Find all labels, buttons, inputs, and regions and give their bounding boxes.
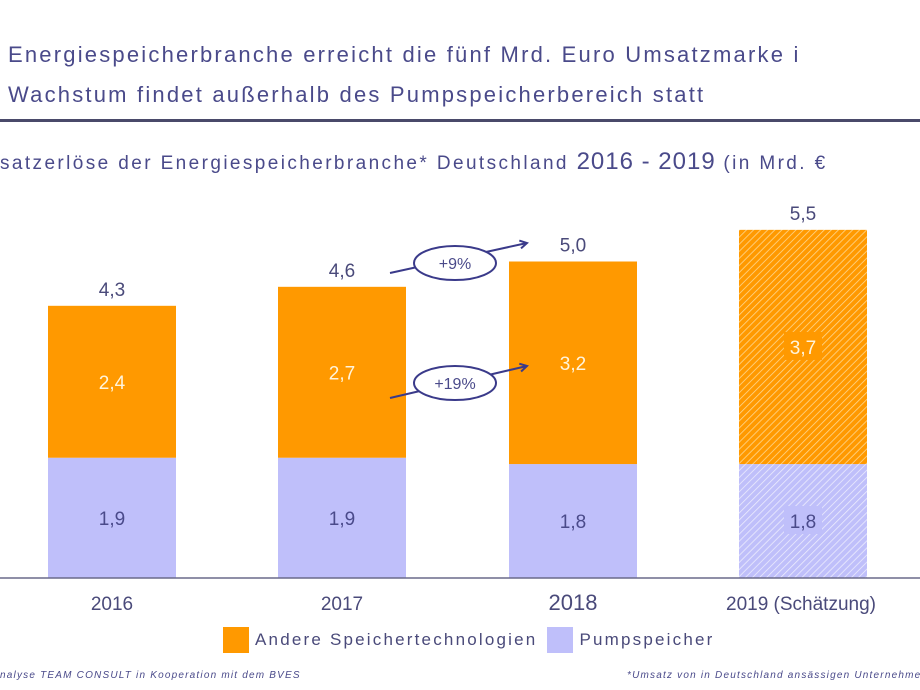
- x-tick-label-0: 2016: [91, 594, 133, 615]
- stacked-bar-chart: 1,9 2,4 4,3 2016 1,9 2,7 4,6 2017 1,8 3,2 5,0 2018 1…: [0, 204, 920, 615]
- source-note: nalyse TEAM CONSULT in Kooperation mit d…: [0, 670, 301, 681]
- footnote: *Umsatz von in Deutschland ansässigen Un…: [627, 670, 920, 681]
- value-label-pumpspeicher-3: 1,8: [790, 512, 816, 533]
- growth-label-0: +9%: [439, 256, 471, 273]
- total-label-1: 4,6: [329, 261, 355, 282]
- value-label-andere-1: 2,7: [329, 363, 355, 384]
- value-label-andere-0: 2,4: [99, 373, 126, 394]
- subtitle-suffix: (in Mrd. €: [715, 153, 828, 174]
- legend-item-pumpspeicher: Pumpspeicher: [547, 627, 714, 653]
- bar-segment-andere-2: [509, 261, 637, 465]
- bar-segment-pumpspeicher-2: [509, 464, 637, 578]
- growth-bubble-0: [413, 245, 497, 281]
- value-label-pumpspeicher-0: 1,9: [99, 509, 125, 530]
- bar-segment-pumpspeicher-1: [278, 457, 406, 578]
- legend-swatch-pumpspeicher: [547, 627, 574, 653]
- total-label-2: 5,0: [560, 236, 586, 257]
- title-divider: [0, 119, 920, 122]
- value-label-pumpspeicher-1: 1,9: [329, 509, 355, 530]
- value-label-pumpspeicher-2: 1,8: [560, 512, 586, 533]
- value-label-bg-3-0: [784, 506, 822, 535]
- total-label-0: 4,3: [99, 280, 125, 301]
- x-tick-label-1: 2017: [321, 594, 363, 615]
- chart-subtitle: satzerlöse der Energiespeicherbranche* D…: [0, 148, 828, 176]
- subtitle-prefix: satzerlöse der Energiespeicherbranche* D…: [0, 153, 577, 174]
- title-line-2: Wachstum findet außerhalb des Pumpspeich…: [8, 82, 706, 107]
- total-label-3: 5,5: [790, 204, 816, 225]
- legend-label-pumpspeicher: Pumpspeicher: [579, 630, 715, 649]
- value-label-bg-3-1: [784, 331, 822, 360]
- x-tick-label-3: 2019 (Schätzung): [726, 594, 876, 615]
- value-label-andere-3: 3,7: [790, 338, 816, 359]
- legend-label-andere: Andere Speichertechnologien: [255, 630, 538, 649]
- subtitle-years: 2016 - 2019: [576, 148, 716, 175]
- growth-label-1: +19%: [434, 376, 475, 393]
- legend-swatch-andere: [223, 627, 249, 653]
- bar-segment-pumpspeicher-0: [48, 457, 176, 578]
- growth-bubble-1: [413, 365, 497, 401]
- chart-legend: Andere Speichertechnologien Pumpspeicher: [223, 627, 725, 653]
- legend-item-andere: Andere Speichertechnologien: [223, 627, 537, 653]
- value-label-andere-2: 3,2: [560, 354, 586, 375]
- x-tick-label-2: 2018: [549, 590, 598, 615]
- bar-segment-andere-1: [278, 286, 406, 458]
- title-line-1: Energiespeicherbranche erreicht die fünf…: [8, 42, 801, 67]
- bar-segment-andere-0: [48, 305, 176, 458]
